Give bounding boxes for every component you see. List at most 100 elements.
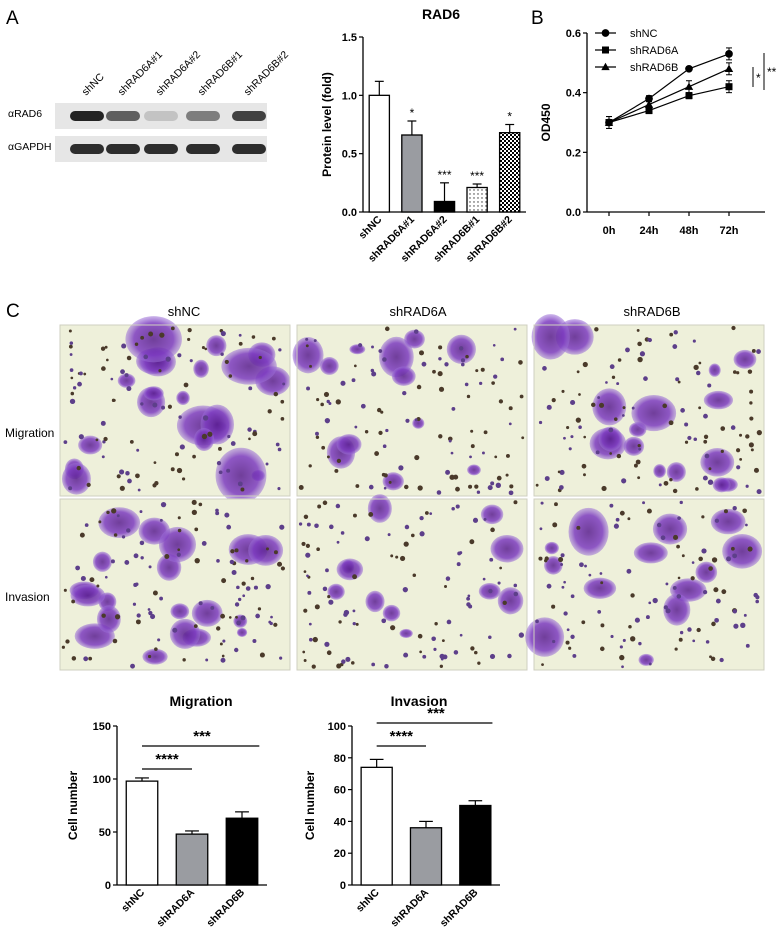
stained-cell (698, 361, 702, 365)
stained-cell (316, 398, 320, 402)
stained-cell (608, 427, 614, 433)
stained-cell (100, 420, 106, 426)
y-tick-label: 100 (328, 721, 346, 733)
stained-cell (154, 647, 158, 651)
stained-cell (565, 640, 570, 645)
stained-cell (279, 524, 285, 530)
stained-cell (609, 503, 614, 508)
blot-row-label: αRAD6 (8, 108, 42, 120)
stained-cell (414, 454, 420, 461)
stained-cell (371, 345, 374, 349)
stained-cell (600, 646, 605, 652)
stained-cell (132, 602, 137, 606)
bar (125, 780, 159, 886)
stained-cell (539, 527, 543, 531)
stained-cell (124, 560, 130, 565)
stained-cell (78, 371, 83, 376)
micrograph-border (296, 324, 528, 497)
stained-cell (340, 531, 345, 535)
stained-cell (327, 594, 331, 599)
stained-cell (371, 662, 376, 667)
stained-cell (247, 427, 252, 432)
stained-cell (705, 640, 710, 644)
stained-cell (226, 468, 231, 473)
stained-cell (708, 467, 712, 471)
stained-cell (489, 653, 496, 660)
stained-cell (404, 484, 409, 490)
x-tick-label: shRAD6A (388, 886, 431, 929)
stained-cell (280, 416, 285, 421)
stained-cell (756, 429, 762, 436)
stained-cell (560, 553, 565, 558)
stained-cell (153, 461, 157, 464)
stained-cell (634, 617, 640, 623)
stained-cell (578, 425, 582, 429)
stained-cell (554, 502, 558, 507)
stained-cell (546, 404, 552, 410)
stained-cell (120, 369, 125, 375)
stained-cell (193, 624, 198, 629)
stained-cell (241, 581, 246, 586)
stained-cell (101, 366, 106, 371)
stained-cell (597, 610, 602, 614)
blot-band (106, 144, 140, 154)
stained-cell (71, 656, 77, 661)
stained-cell (470, 646, 475, 651)
stained-cell (687, 435, 692, 441)
stained-cell (116, 514, 120, 518)
panel-letter-b: B (531, 8, 544, 29)
stained-cell (600, 581, 604, 585)
stained-cell (579, 562, 584, 568)
migration-bar-chart: 0 50 100 150 Cell number Migration shNC shRAD6A… (66, 693, 267, 929)
stained-cell (240, 615, 246, 621)
stained-cell (371, 371, 377, 377)
stained-cell (559, 469, 565, 476)
stained-cell (364, 536, 370, 542)
stained-cell (139, 510, 143, 514)
data-point-triangle (601, 62, 610, 71)
stained-cell (390, 625, 396, 631)
stained-cell (476, 490, 481, 494)
stained-cell (352, 622, 356, 626)
micrograph-panel (292, 324, 528, 497)
stained-cell (75, 565, 81, 571)
stained-cell-cluster (117, 373, 136, 388)
stained-cell (353, 364, 357, 368)
stained-cell (732, 609, 737, 614)
stained-cell-cluster (703, 390, 734, 410)
stained-cell (147, 654, 152, 659)
stained-cell (467, 594, 471, 598)
stained-cell (464, 382, 469, 387)
data-point-circle (685, 64, 693, 73)
y-tick-label: 60 (334, 785, 346, 797)
stained-cell-cluster (206, 335, 227, 357)
stained-cell (177, 516, 181, 520)
column-title: shRAD6A (389, 304, 446, 319)
stained-cell (453, 474, 459, 480)
stained-cell (630, 593, 635, 598)
stained-cell (747, 369, 753, 374)
stained-cell (445, 576, 451, 581)
stained-cell-cluster (349, 344, 366, 355)
stained-cell (663, 605, 669, 610)
stained-cell (106, 510, 110, 515)
stained-cell (321, 445, 326, 450)
stained-cell (613, 523, 619, 529)
stained-cell (273, 550, 278, 555)
y-tick-label: 0.2 (566, 147, 581, 159)
stained-cell (745, 434, 750, 439)
stained-cell-cluster (169, 618, 201, 649)
stained-cell (167, 404, 172, 409)
stained-cell (323, 391, 330, 397)
stained-cell (84, 523, 89, 527)
y-tick-label: 0.6 (566, 28, 581, 40)
stained-cell (730, 425, 736, 430)
stained-cell (216, 460, 222, 466)
stained-cell (416, 384, 422, 390)
stained-cell (183, 382, 189, 388)
stained-cell (636, 329, 640, 332)
stained-cell (215, 511, 220, 516)
stained-cell (594, 327, 599, 332)
stained-cell (513, 327, 517, 331)
stained-cell (202, 415, 209, 421)
